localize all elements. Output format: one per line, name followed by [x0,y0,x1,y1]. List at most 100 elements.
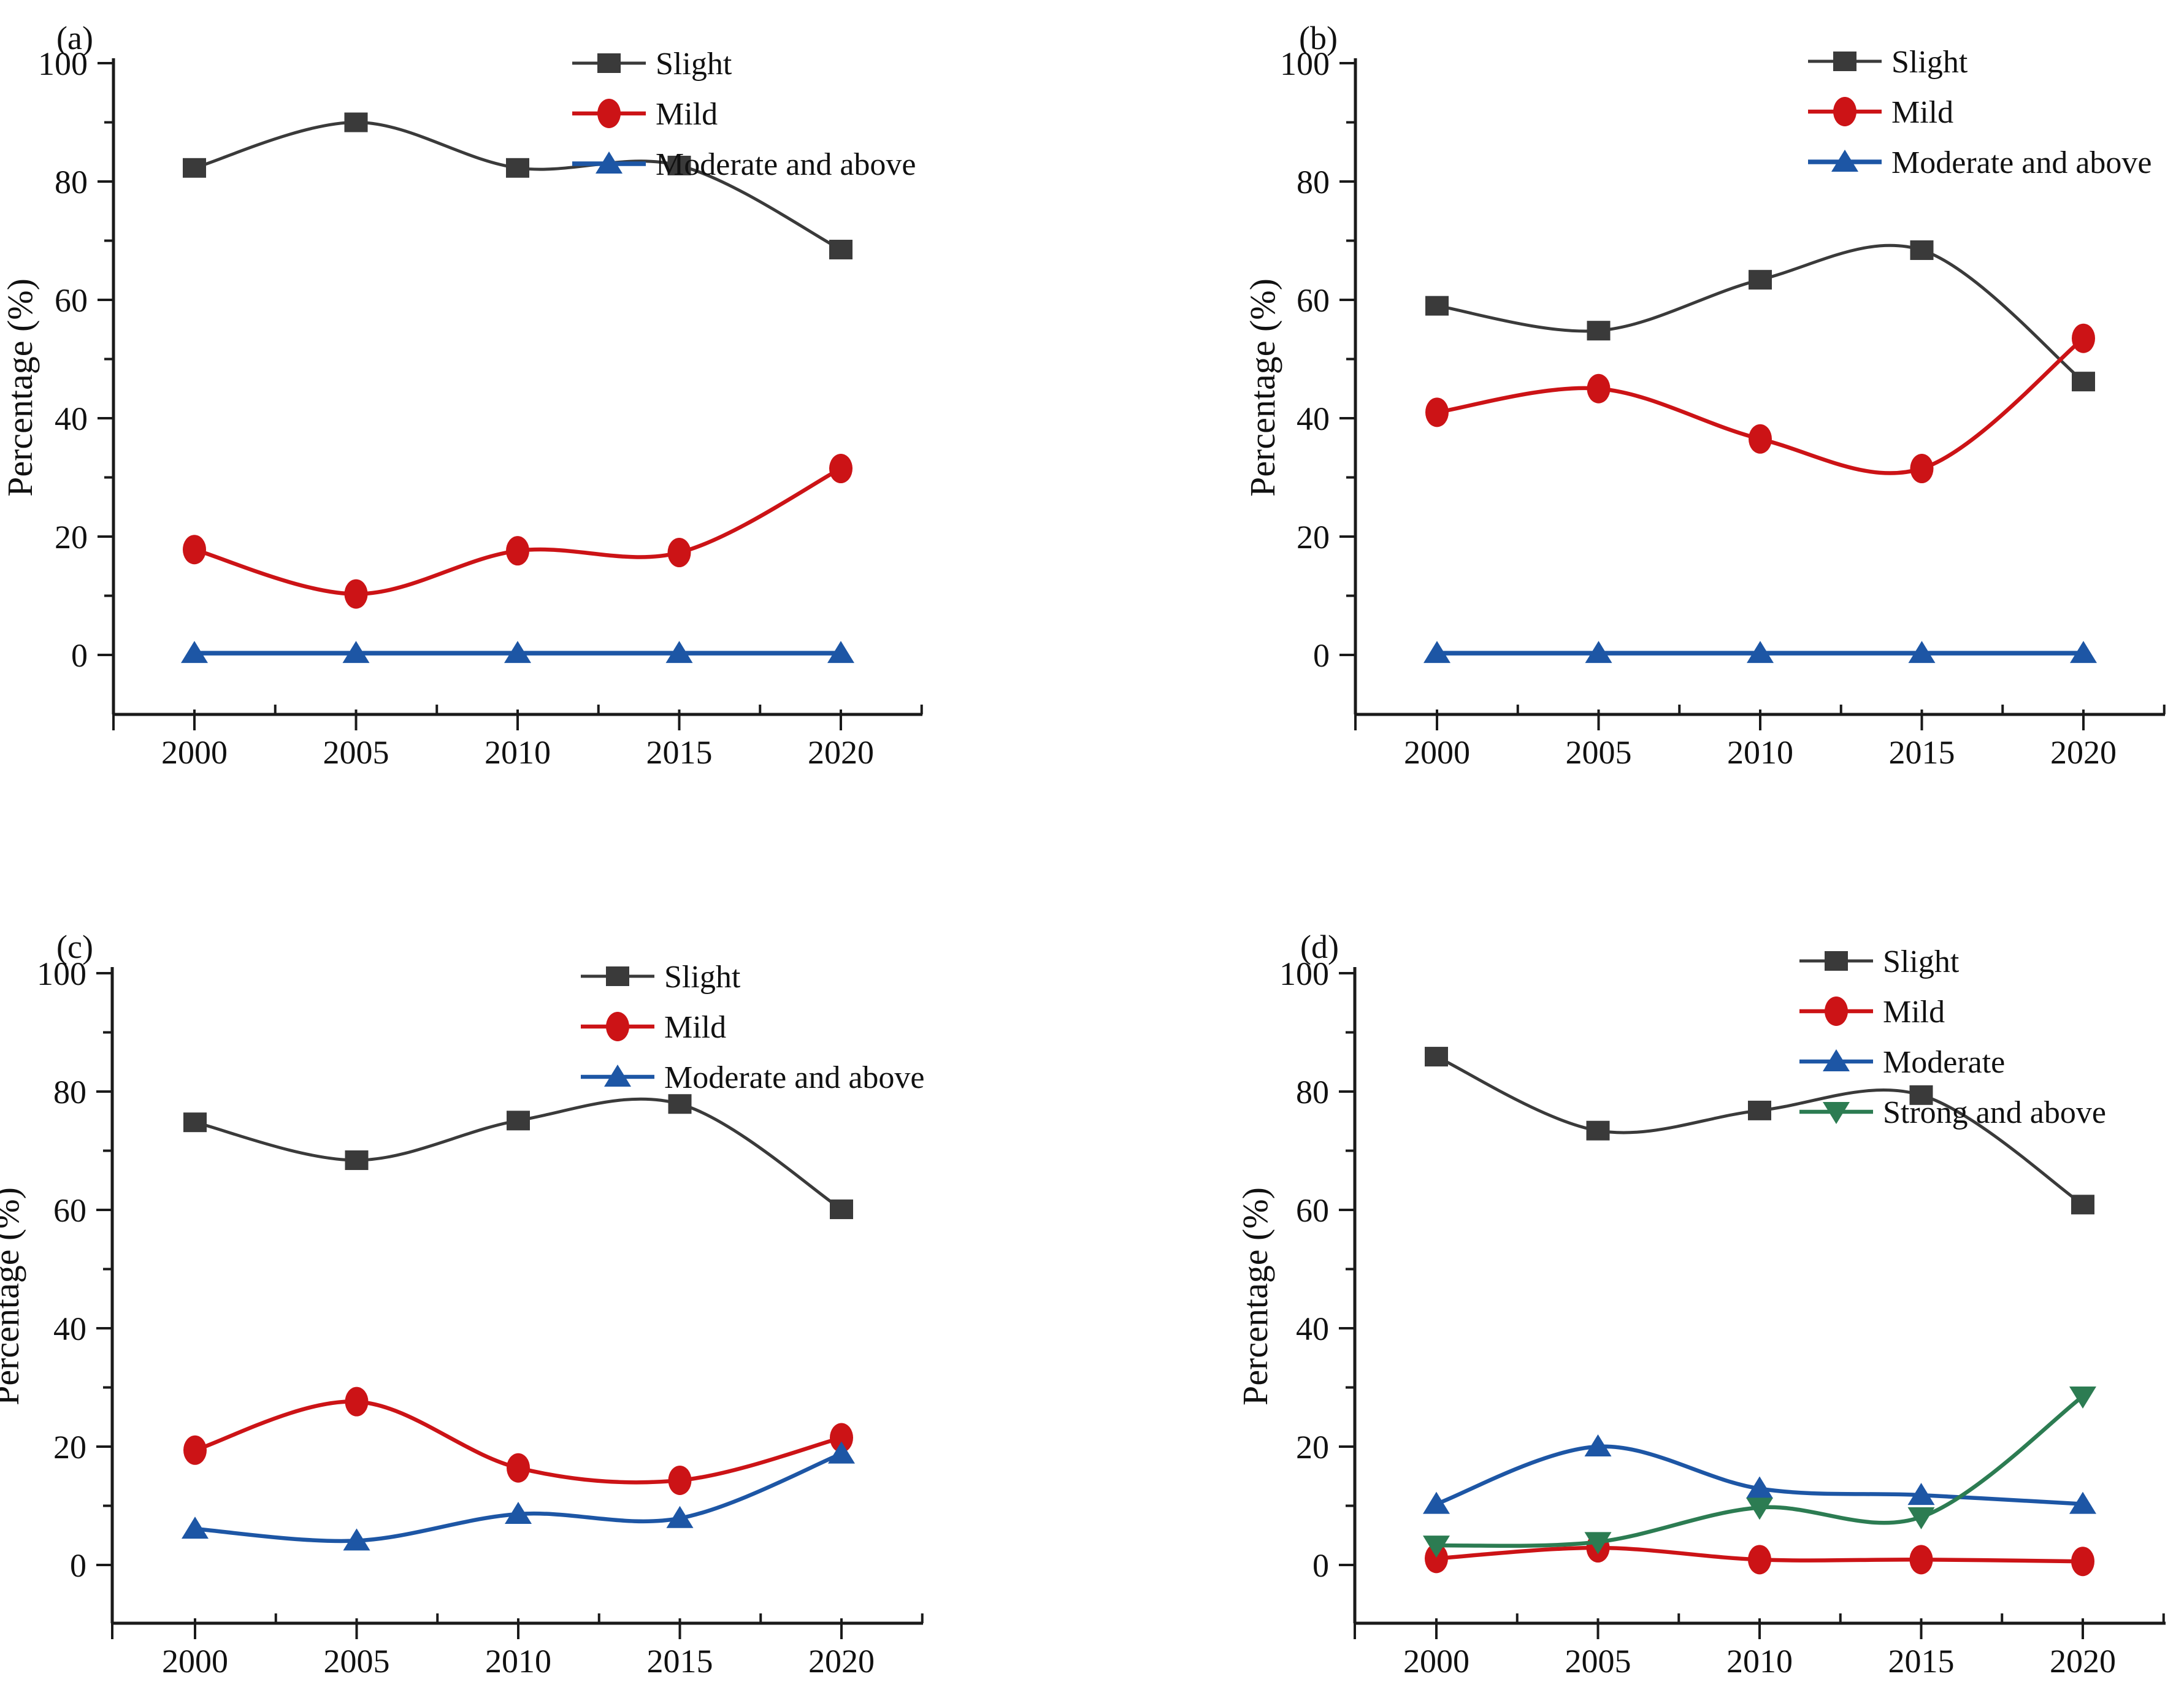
triangle-down-marker [1746,1498,1773,1520]
y-tick-label: 100 [37,955,86,992]
y-axis-label: Percentage (%) [0,278,40,497]
y-tick-label: 60 [1297,282,1330,319]
panel-tag: (b) [1299,20,1338,56]
circle-marker [345,1387,369,1417]
series-moderate-and-above [182,1441,855,1551]
panel-d: (d) Percentage (%) 0 20 40 60 80 100 2000 2005 201… [1235,928,2166,1680]
square-marker [183,1112,207,1133]
triangle-down-marker [1584,1532,1612,1555]
triangle-up-marker [2070,641,2097,664]
square-marker [1586,1120,1610,1141]
panel-tag: (c) [56,928,93,965]
square-marker [183,158,206,178]
circle-marker [668,1466,692,1496]
triangle-up-marker [1823,1049,1850,1071]
legend-label: Moderate and above [1891,145,2151,180]
square-marker [507,1111,530,1131]
y-tick-label: 40 [53,1310,86,1347]
square-marker [1749,270,1772,290]
legend-item: Mild [1799,995,1945,1030]
legend-item: Mild [581,1010,726,1045]
series-curve [193,120,843,251]
circle-marker [597,99,621,128]
legend-label: Slight [664,960,741,995]
panel-a: (a) Percentage (%) 0 20 40 60 80 100 2000 2005 201… [0,20,923,771]
y-tick-label: 20 [1297,519,1330,556]
circle-marker [830,1423,853,1453]
square-marker [2072,372,2095,392]
square-marker [1833,52,1856,71]
y-tick-label: 60 [1296,1192,1329,1229]
legend: Slight Mild Moderate and above [581,960,924,1095]
y-tick-label: 100 [1280,45,1330,82]
legend-item: Mild [572,97,718,132]
legend: Slight Mild Moderate and above [572,47,916,182]
legend: Slight Mild Moderate Strong and above [1799,944,2106,1130]
x-tick-label: 2010 [485,1643,551,1680]
x-tick-label: 2005 [324,1643,390,1680]
square-marker [597,53,621,73]
legend-item: Slight [581,960,741,995]
x-tick-label: 2020 [2050,734,2117,771]
legend-item: Strong and above [1799,1095,2106,1130]
triangle-up-marker [505,1502,532,1524]
legend-label: Slight [1883,944,1960,979]
triangle-up-marker [596,151,623,174]
x-tick-label: 2020 [2050,1643,2116,1680]
triangle-up-marker [666,1505,694,1528]
series-slight [1425,1047,2094,1215]
x-tick-label: 2020 [808,734,874,771]
series-mild [183,454,853,609]
triangle-up-marker [1908,641,1936,664]
square-marker [830,1199,853,1220]
panel-tag: (d) [1300,928,1339,965]
y-tick-label: 40 [1297,400,1330,437]
circle-marker [1749,424,1772,454]
y-tick-label: 20 [1296,1429,1329,1466]
x-tick-label: 2010 [485,734,551,771]
triangle-up-marker [343,1528,370,1551]
legend-item: Moderate and above [572,147,916,182]
x-tick-label: 2015 [1889,734,1955,771]
y-tick-label: 100 [1279,955,1329,992]
circle-marker [1587,373,1611,404]
triangle-up-marker [2069,1491,2096,1514]
y-tick-label: 0 [1313,637,1330,674]
legend-item: Moderate and above [581,1060,924,1095]
y-tick-label: 0 [71,637,88,674]
circle-marker [1833,97,1856,126]
y-tick-label: 20 [55,519,88,556]
series-curve [1435,243,2085,383]
y-tick-label: 40 [1296,1310,1329,1347]
triangle-up-marker [827,641,854,664]
series-curve [1434,1394,2085,1548]
legend-label: Moderate [1883,1045,2005,1080]
triangle-up-marker [1747,641,1774,664]
square-marker [344,112,368,132]
legend-label: Mild [1883,995,1945,1030]
triangle-up-marker [1423,1491,1450,1514]
triangle-up-marker [604,1065,631,1087]
legend-label: Moderate and above [656,147,916,182]
circle-marker [2072,323,2095,353]
triangle-up-marker [1907,1483,1935,1505]
y-tick-label: 60 [53,1192,86,1229]
x-tick-label: 2005 [323,734,389,771]
square-marker [1748,1100,1771,1120]
series-strong-and-above [1423,1386,2096,1558]
triangle-up-marker [1423,641,1450,664]
legend-label: Slight [1891,45,1968,80]
x-tick-label: 2000 [162,1643,228,1680]
square-marker [1909,1085,1933,1105]
triangle-up-marker [665,641,693,664]
legend-item: Moderate and above [1808,145,2151,180]
triangle-up-marker [181,641,208,664]
legend-label: Mild [664,1010,726,1045]
triangle-down-marker [2069,1386,2096,1409]
x-tick-label: 2010 [1727,734,1793,771]
legend-label: Slight [656,47,732,82]
legend-item: Mild [1808,95,1953,130]
square-marker [1425,296,1449,316]
